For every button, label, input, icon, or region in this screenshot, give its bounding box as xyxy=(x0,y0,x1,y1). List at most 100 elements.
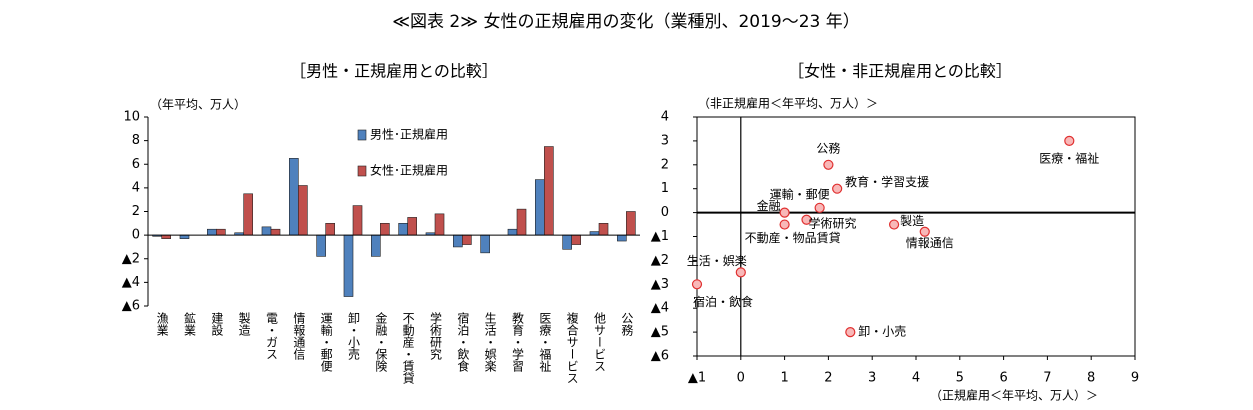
page-title: ≪図表 2≫ 女性の正規雇用の変化（業種別、2019～23 年） xyxy=(392,12,860,32)
y-tick-label: 0 xyxy=(661,205,669,220)
bar xyxy=(462,234,472,245)
point xyxy=(735,267,746,278)
y-tick-label: 3 xyxy=(661,133,669,148)
bar xyxy=(562,234,572,250)
bar xyxy=(434,213,445,236)
x-tick-label: 公務 xyxy=(620,312,634,337)
x-tick-label: 金融・保険 xyxy=(374,311,388,373)
y-tick-label: 4 xyxy=(661,110,669,125)
point-label: 宿泊・飲食 xyxy=(693,294,753,309)
legend-label: 男性･正規雇用 xyxy=(370,127,448,142)
legend-swatch xyxy=(357,129,367,141)
bar xyxy=(207,228,217,236)
bar xyxy=(179,234,190,239)
y-tick-label: 10 xyxy=(123,110,140,125)
bar xyxy=(316,234,326,257)
point-label: 運輸・郵便 xyxy=(770,186,830,201)
y-tick-label: 4 xyxy=(132,180,140,195)
x-tick-label: 5 xyxy=(956,371,964,386)
x-tick-label: 4 xyxy=(912,371,920,386)
bar xyxy=(325,223,335,236)
x-tick-label: 医療・福祉 xyxy=(538,312,552,373)
bar xyxy=(380,223,390,236)
y-tick-label: 2 xyxy=(132,204,140,219)
bar xyxy=(516,208,527,236)
legend-swatch xyxy=(357,165,367,177)
legend-label: 女性･正規雇用 xyxy=(370,163,448,178)
x-tick-label: 8 xyxy=(1087,371,1095,386)
bar xyxy=(216,228,226,236)
x-axis-label: （正規雇用＜年平均、万人）＞ xyxy=(930,388,1098,403)
point-label: 情報通信 xyxy=(906,236,954,250)
y-tick-label: ▲1 xyxy=(651,229,669,244)
x-tick-label: 7 xyxy=(1043,371,1051,386)
point-label: 医療・福祉 xyxy=(1039,150,1099,165)
point-label: 製造 xyxy=(900,214,924,228)
point-label: 金融 xyxy=(757,198,781,213)
bar xyxy=(507,228,518,236)
point xyxy=(888,219,900,230)
point xyxy=(1064,135,1075,146)
y-tick-label: ▲3 xyxy=(651,277,669,292)
point xyxy=(919,226,930,237)
bar xyxy=(480,234,490,254)
x-tick-label: 卸・小売 xyxy=(347,311,361,361)
y-tick-label: ▲4 xyxy=(122,275,140,290)
bar xyxy=(598,223,609,236)
y-tick-label: ▲5 xyxy=(651,325,669,340)
point xyxy=(845,327,856,338)
y-tick-label: ▲2 xyxy=(122,251,140,266)
y-tick-label: 2 xyxy=(661,157,669,172)
bar xyxy=(289,158,299,236)
bar xyxy=(407,217,417,236)
x-tick-label: 生活・娯楽 xyxy=(483,312,497,372)
x-tick-label: 6 xyxy=(999,371,1007,386)
bar xyxy=(589,231,600,236)
x-tick-label: 製造 xyxy=(237,312,251,336)
y-tick-label: 8 xyxy=(132,133,140,148)
bar xyxy=(453,234,463,248)
point-label: 卸・小売 xyxy=(858,324,906,339)
x-tick-label: ▲1 xyxy=(688,371,706,386)
x-tick-label: 1 xyxy=(780,371,788,386)
y-tick-label: ▲2 xyxy=(651,253,669,268)
x-tick-label: 漁業 xyxy=(155,312,169,336)
x-tick-label: 電・ガス xyxy=(265,312,279,360)
bar xyxy=(270,228,281,236)
x-tick-label: 複合サービス xyxy=(565,311,579,384)
x-tick-label: 鉱業 xyxy=(183,311,197,336)
x-tick-label: 9 xyxy=(1131,371,1139,386)
x-tick-label: 2 xyxy=(824,371,832,386)
point-label: 教育・学習支援 xyxy=(845,174,929,189)
y-tick-label: ▲6 xyxy=(122,299,140,314)
point xyxy=(823,159,834,170)
bar xyxy=(398,223,408,236)
point xyxy=(779,219,790,230)
x-tick-label: 宿泊・飲食 xyxy=(456,311,470,372)
x-tick-label: 教育・学習 xyxy=(511,311,525,373)
x-tick-label: 不動産・賃貸 xyxy=(401,312,415,385)
point xyxy=(691,279,703,290)
point xyxy=(801,214,812,225)
subtitle: ［女性・非正規雇用との比較］ xyxy=(788,62,1012,81)
point xyxy=(832,183,843,194)
bar xyxy=(298,185,308,236)
point-label: 学術研究 xyxy=(809,215,857,230)
y-tick-label: ▲6 xyxy=(651,349,669,364)
subtitle: ［男性・正規雇用との比較］ xyxy=(290,62,498,81)
point-label: 生活・娯楽 xyxy=(687,254,747,268)
point-label: 不動産・物品賃貸 xyxy=(745,230,841,245)
bar xyxy=(161,234,171,239)
bar xyxy=(343,234,354,297)
x-tick-label: 0 xyxy=(737,371,745,386)
bar xyxy=(617,234,627,242)
x-tick-label: 建設 xyxy=(210,312,224,336)
bar xyxy=(571,234,581,245)
x-tick-label: 情報通信 xyxy=(292,312,306,361)
x-tick-label: 運輸・郵便 xyxy=(319,312,333,372)
bar xyxy=(352,205,363,236)
point xyxy=(814,202,825,213)
y-tick-label: 1 xyxy=(661,181,669,196)
point xyxy=(779,207,790,218)
